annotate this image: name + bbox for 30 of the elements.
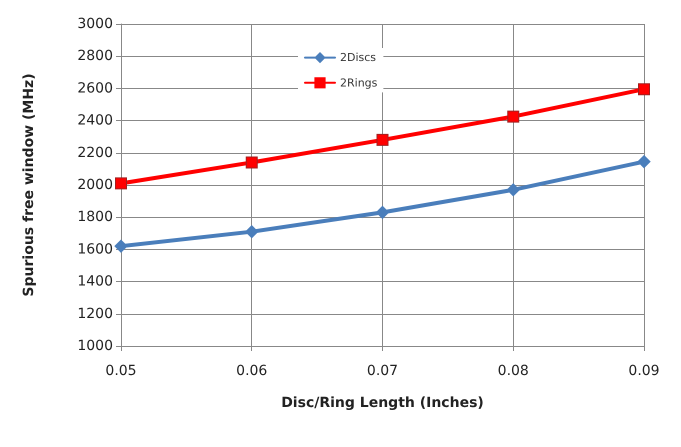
y-tick-label: 1000 bbox=[77, 338, 113, 354]
y-tick-label: 3000 bbox=[77, 16, 113, 32]
y-tick-label: 1200 bbox=[77, 306, 113, 322]
y-axis-title: Spurious free window (MHz) bbox=[21, 73, 37, 297]
x-tick-label: 0.07 bbox=[366, 363, 398, 379]
y-tick-label: 2800 bbox=[77, 48, 113, 64]
legend-label: 2Discs bbox=[340, 51, 376, 64]
x-tick-label: 0.08 bbox=[498, 363, 529, 379]
y-tick-label: 2200 bbox=[77, 144, 113, 161]
point bbox=[245, 225, 258, 238]
x-tick-label: 0.06 bbox=[236, 363, 268, 379]
x-axis-title: Disc/Ring Length (Inches) bbox=[281, 395, 484, 411]
y-tick-label: 2600 bbox=[77, 80, 113, 96]
y-tick-label: 2400 bbox=[77, 112, 113, 129]
x-tick-label: 0.05 bbox=[105, 363, 137, 379]
y-tick-label: 1600 bbox=[77, 241, 113, 258]
y-tick-label: 1400 bbox=[77, 274, 113, 290]
point bbox=[114, 240, 128, 253]
y-tick-label: 1800 bbox=[77, 209, 113, 226]
point bbox=[638, 155, 650, 168]
point bbox=[376, 206, 389, 219]
point bbox=[506, 183, 520, 196]
y-tick-label: 2000 bbox=[77, 177, 113, 193]
point bbox=[115, 177, 127, 190]
point bbox=[376, 134, 388, 146]
point bbox=[246, 156, 258, 168]
legend-label: 2Rings bbox=[340, 76, 378, 90]
x-tick-label: 0.09 bbox=[628, 363, 660, 379]
point bbox=[507, 110, 520, 123]
point bbox=[638, 83, 650, 96]
